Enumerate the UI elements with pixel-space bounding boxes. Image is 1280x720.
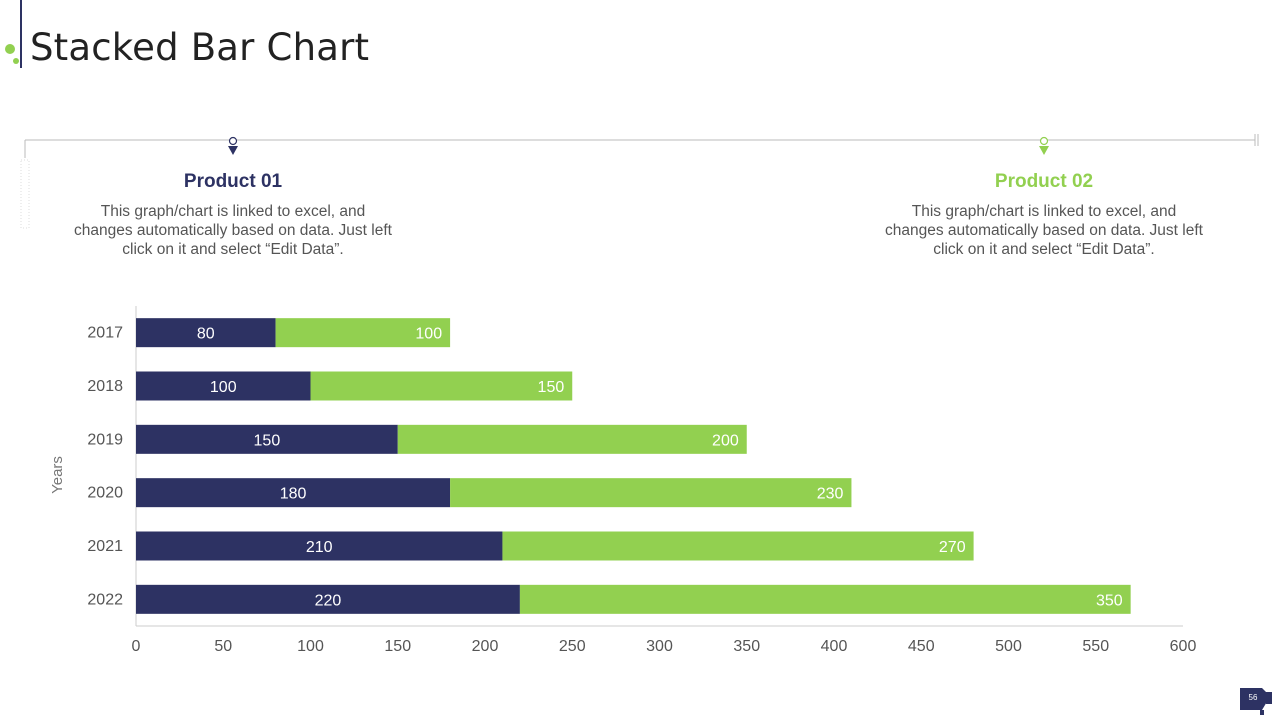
bar-2021-series-1 <box>136 531 503 561</box>
category-label-2019: 2019 <box>87 431 123 448</box>
data-label-2021-series-2: 270 <box>939 539 966 556</box>
bar-2018-series-2 <box>310 371 573 401</box>
category-label-2020: 2020 <box>87 485 123 502</box>
product-02-marker <box>1039 136 1049 155</box>
data-label-2022-series-2: 350 <box>1096 592 1123 609</box>
timeline-hatch <box>20 159 30 229</box>
x-tick-label-300: 300 <box>646 638 673 655</box>
data-label-2017-series-1: 80 <box>197 326 215 343</box>
product-01-description: This graph/chart is linked to excel, and… <box>74 203 392 258</box>
bar-2020-series-2 <box>450 478 852 508</box>
data-label-2019-series-1: 150 <box>254 432 281 449</box>
x-tick-label-350: 350 <box>733 638 760 655</box>
x-tick-label-150: 150 <box>384 638 411 655</box>
category-label-2018: 2018 <box>87 378 123 395</box>
data-label-2020-series-2: 230 <box>817 486 844 503</box>
x-tick-label-550: 550 <box>1082 638 1109 655</box>
data-label-2021-series-1: 210 <box>306 539 333 556</box>
x-tick-label-500: 500 <box>995 638 1022 655</box>
title-accent-bar <box>20 0 22 68</box>
x-tick-label-250: 250 <box>559 638 586 655</box>
category-label-2017: 2017 <box>87 325 123 342</box>
bar-2017-series-2 <box>275 318 451 348</box>
x-tick-label-400: 400 <box>821 638 848 655</box>
x-tick-label-200: 200 <box>472 638 499 655</box>
bar-2018-series-1 <box>136 371 311 401</box>
bar-2017-series-1 <box>136 318 276 348</box>
slide-number-badge: 56 <box>1240 688 1272 715</box>
bars-group: 80 100 100 150 150 200 180 230 210 270 220 350 <box>136 318 1131 614</box>
bar-2019-series-2 <box>397 424 747 454</box>
data-label-2018-series-2: 150 <box>538 379 565 396</box>
category-label-2022: 2022 <box>87 591 123 608</box>
megaphone-icon-handle <box>1260 710 1264 715</box>
x-ticks-group: 0 50 100 150 200 250 300 350 400 450 500 550 600 <box>132 638 1197 655</box>
megaphone-icon <box>1240 688 1268 710</box>
title-accent-dot <box>5 44 15 54</box>
x-tick-label-0: 0 <box>132 638 141 655</box>
data-label-2017-series-2: 100 <box>415 326 442 343</box>
product-01-marker <box>228 136 238 155</box>
page-title: Stacked Bar Chart <box>30 26 370 69</box>
bar-2022-series-1 <box>136 584 520 614</box>
bar-2020-series-1 <box>136 478 451 508</box>
category-labels-group: 2017 2018 2019 2020 2021 2022 <box>87 325 123 609</box>
product-02-title: Product 02 <box>994 171 1094 192</box>
x-tick-label-600: 600 <box>1170 638 1197 655</box>
product-02-description: This graph/chart is linked to excel, and… <box>885 203 1203 258</box>
title-accent-dot-small <box>13 58 19 64</box>
y-axis-label: Years <box>49 456 66 494</box>
bar-2022-series-2 <box>519 584 1131 614</box>
product-01-title: Product 01 <box>183 171 283 192</box>
data-label-2020-series-1: 180 <box>280 486 307 503</box>
megaphone-icon-bell <box>1266 692 1272 704</box>
bar-2021-series-2 <box>502 531 974 561</box>
x-tick-label-100: 100 <box>297 638 324 655</box>
data-label-2018-series-1: 100 <box>210 379 237 396</box>
slide-number: 56 <box>1249 693 1258 702</box>
data-label-2019-series-2: 200 <box>712 432 739 449</box>
category-label-2021: 2021 <box>87 538 123 555</box>
timeline-decoration <box>20 134 1259 229</box>
x-tick-label-450: 450 <box>908 638 935 655</box>
bar-2019-series-1 <box>136 424 398 454</box>
data-label-2022-series-1: 220 <box>315 592 342 609</box>
x-tick-label-50: 50 <box>214 638 232 655</box>
